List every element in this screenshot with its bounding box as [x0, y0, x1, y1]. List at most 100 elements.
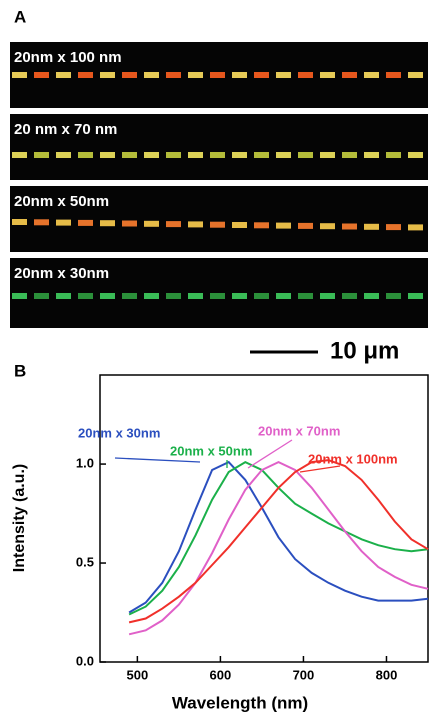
- dash: [166, 293, 181, 299]
- dash: [320, 223, 335, 230]
- dash: [34, 219, 49, 226]
- dash: [100, 152, 115, 158]
- series-line: [128, 460, 429, 636]
- series-line: [128, 459, 429, 624]
- annotation-arrow: [247, 439, 293, 469]
- dash: [298, 293, 313, 299]
- dash: [342, 293, 357, 299]
- annotation-arrow: [299, 465, 341, 473]
- dash: [56, 293, 71, 299]
- dash: [364, 293, 379, 299]
- dash: [386, 293, 401, 299]
- series-label: 20nm x 70nm: [258, 423, 340, 438]
- x-tick-label: 600: [210, 667, 232, 682]
- series-label: 20nm x 50nm: [170, 443, 252, 458]
- dash: [408, 293, 423, 299]
- dash: [210, 152, 225, 158]
- dash: [122, 72, 137, 78]
- y-tick-label: 0.0: [76, 653, 94, 668]
- dash: [166, 152, 181, 158]
- dash: [144, 152, 159, 158]
- dash: [232, 222, 247, 228]
- dash: [298, 222, 313, 229]
- dash: [188, 221, 203, 228]
- series-line: [128, 460, 429, 614]
- dash: [232, 293, 247, 299]
- dash: [320, 72, 335, 78]
- dash: [232, 72, 247, 78]
- dash: [100, 220, 115, 227]
- dash: [100, 293, 115, 299]
- dash: [12, 152, 27, 158]
- x-tick-label: 800: [376, 667, 398, 682]
- image: [10, 186, 428, 252]
- dash: [12, 72, 27, 78]
- dash: [408, 224, 423, 231]
- dash: [34, 72, 49, 78]
- dash: [276, 222, 291, 229]
- dash: [56, 152, 71, 158]
- image-label: 20nm x 30nm: [14, 265, 109, 282]
- dash: [342, 223, 357, 230]
- dash: [254, 293, 269, 299]
- dash: [78, 219, 93, 226]
- panel-label: A: [14, 7, 26, 26]
- dash: [342, 72, 357, 78]
- dash: [166, 221, 181, 228]
- y-axis-label: Intensity (a.u.): [11, 464, 28, 572]
- dash: [364, 72, 379, 78]
- dash: [188, 152, 203, 158]
- y-tick-label: 1.0: [76, 456, 94, 471]
- image-label: 20 nm x 70 nm: [14, 121, 117, 138]
- dash: [188, 72, 203, 78]
- series-label: 20nm x 30nm: [78, 425, 160, 440]
- annotation-arrow: [114, 457, 201, 463]
- dash: [254, 152, 269, 158]
- x-axis-label: Wavelength (nm): [172, 693, 308, 712]
- dash: [408, 152, 423, 158]
- image-panel: 20nm x 100 nm 20 nm x 70 nm 20nm x 50nm 20n…: [10, 42, 428, 328]
- dash: [144, 293, 159, 299]
- dash: [12, 219, 27, 225]
- dash: [166, 72, 181, 78]
- dash: [386, 152, 401, 158]
- dash: [386, 72, 401, 78]
- dash: [12, 293, 27, 299]
- dash: [210, 293, 225, 299]
- dash: [254, 222, 269, 229]
- dash: [56, 72, 71, 78]
- dash: [188, 293, 203, 299]
- dash: [144, 220, 159, 227]
- dash: [34, 152, 49, 158]
- dash: [144, 72, 159, 78]
- dash: [342, 152, 357, 158]
- dash: [100, 72, 115, 78]
- dash: [386, 224, 401, 231]
- dash: [408, 72, 423, 78]
- dash: [122, 293, 137, 299]
- y-tick-label: 0.5: [76, 554, 94, 569]
- dash: [298, 152, 313, 158]
- dash: [56, 219, 71, 226]
- scale-bar-label: 10 μm: [330, 337, 399, 364]
- dash: [320, 293, 335, 299]
- dash: [34, 293, 49, 299]
- dash: [122, 220, 137, 227]
- dash: [276, 72, 291, 78]
- series-label: 20nm x 100nm: [308, 451, 398, 466]
- image-label: 20nm x 100 nm: [14, 49, 122, 66]
- panel-label: B: [14, 361, 26, 380]
- x-tick-label: 700: [293, 667, 315, 682]
- dash: [276, 293, 291, 299]
- dash: [210, 221, 225, 228]
- dash: [232, 152, 247, 158]
- dash: [78, 293, 93, 299]
- dash: [320, 152, 335, 158]
- dash: [364, 152, 379, 158]
- dash: [78, 152, 93, 158]
- x-tick-label: 500: [127, 667, 149, 682]
- image-label: 20nm x 50nm: [14, 193, 109, 210]
- dash: [210, 72, 225, 78]
- dash: [276, 152, 291, 158]
